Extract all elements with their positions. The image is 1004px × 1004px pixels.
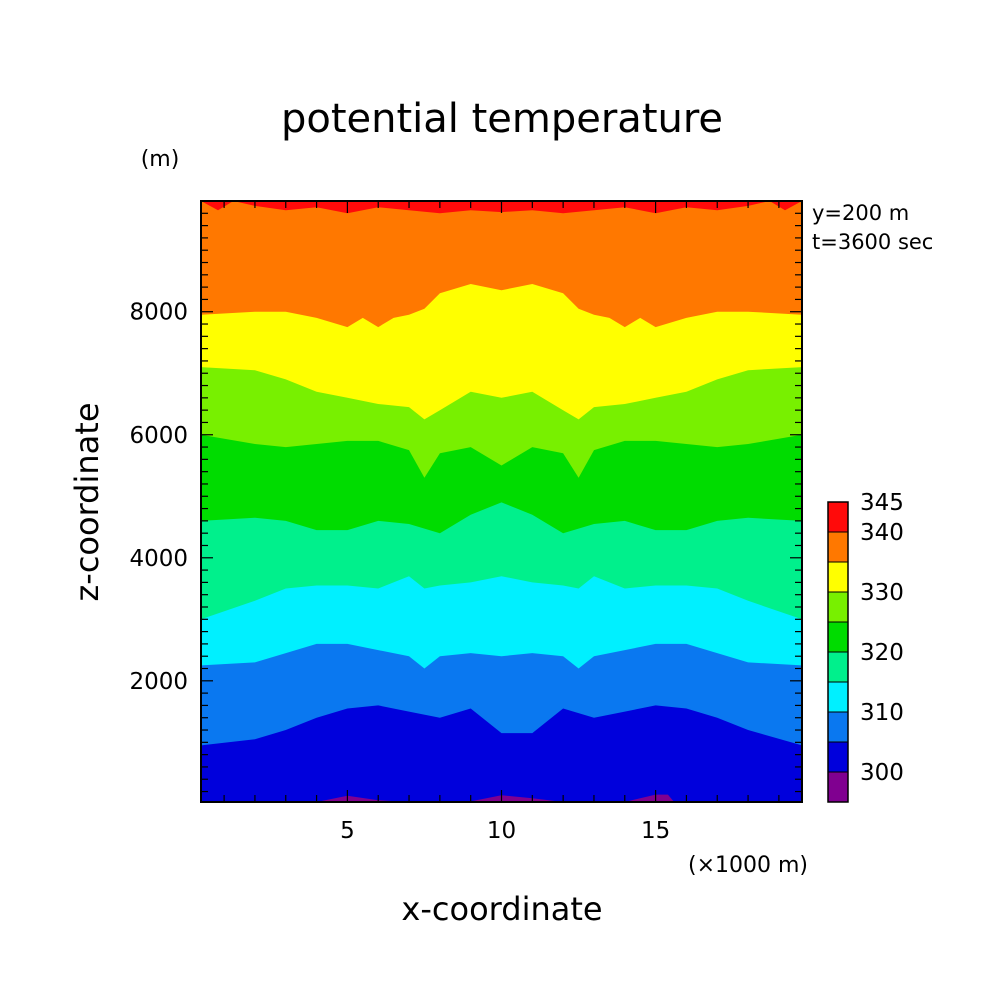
- colorbar-swatch: [828, 772, 848, 802]
- colorbar-swatch: [828, 682, 848, 712]
- colorbar-label: 330: [860, 580, 904, 606]
- colorbar-swatch: [828, 592, 848, 622]
- colorbar: 300 310 320 330 340 345: [827, 490, 904, 803]
- x-unit-label: (×1000 m): [688, 853, 808, 878]
- y-tick-label: 4000: [129, 546, 188, 572]
- colorbar-swatch: [828, 712, 848, 742]
- x-tick-label: 10: [487, 818, 516, 844]
- colorbar-swatch: [828, 742, 848, 772]
- y-tick-label: 6000: [129, 423, 188, 449]
- colorbar-swatch: [828, 502, 848, 532]
- colorbar-label: 300: [860, 760, 904, 786]
- colorbar-swatch: [828, 652, 848, 682]
- colorbar-swatch: [828, 622, 848, 652]
- colorbar-label: 345: [860, 490, 904, 516]
- colorbar-label: 340: [860, 520, 904, 546]
- y-tick-labels: 2000 4000 6000 8000: [129, 300, 188, 695]
- x-tick-label: 15: [641, 818, 670, 844]
- y-unit-label: (m): [141, 147, 180, 172]
- colorbar-label: 310: [860, 700, 904, 726]
- plot-frame: [200, 200, 803, 803]
- x-tick-label: 5: [340, 818, 355, 844]
- x-tick-labels: 5 10 15: [340, 818, 670, 844]
- y-tick-label: 8000: [129, 300, 188, 326]
- y-tick-label: 2000: [129, 669, 188, 695]
- contour-fills: [201, 201, 802, 802]
- axis-ticks: [201, 200, 802, 802]
- colorbar-swatch: [828, 562, 848, 592]
- annotation-y: y=200 m: [812, 201, 909, 225]
- colorbar-swatch: [828, 532, 848, 562]
- y-axis-label: z-coordinate: [68, 402, 106, 601]
- x-axis-label: x-coordinate: [401, 890, 602, 928]
- annotation-t: t=3600 sec: [812, 230, 933, 254]
- chart-title: potential temperature: [281, 96, 723, 142]
- band-fill-335: [201, 201, 802, 328]
- colorbar-label: 320: [860, 640, 904, 666]
